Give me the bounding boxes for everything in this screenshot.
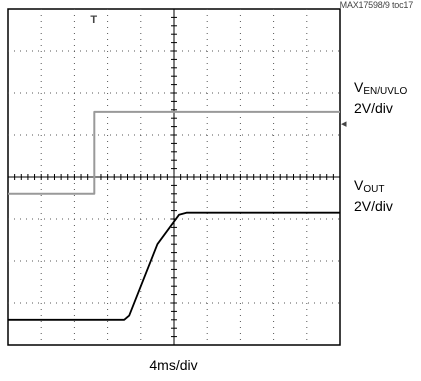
traces: [8, 110, 340, 321]
trigger-level-marker: ◂: [341, 117, 347, 130]
time-scale-label: 4ms/div: [149, 357, 198, 373]
figure-reference: MAX17598/9 toc17: [339, 0, 414, 10]
ch1-label-main: V: [354, 79, 364, 95]
ch2-scale: 2V/div: [354, 198, 393, 214]
ch2-label-main: V: [354, 177, 364, 193]
trace-vout: [8, 211, 340, 321]
ch1-scale: 2V/div: [354, 100, 393, 116]
markers: T◂: [90, 14, 347, 130]
ch1-label: VEN/UVLO 2V/div: [354, 79, 407, 117]
trace-ven-uvlo: [8, 110, 340, 195]
ch1-label-sub: EN/UVLO: [363, 86, 408, 97]
grid: [8, 9, 340, 345]
ch2-label: VOUT 2V/div: [354, 177, 393, 215]
ch2-label-sub: OUT: [363, 184, 385, 195]
trigger-marker: T: [90, 14, 97, 26]
